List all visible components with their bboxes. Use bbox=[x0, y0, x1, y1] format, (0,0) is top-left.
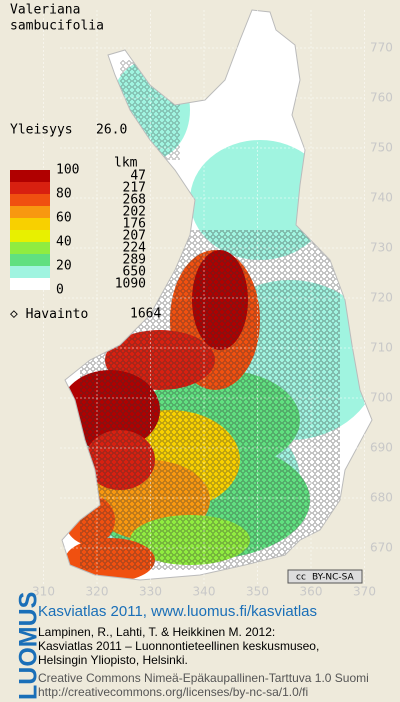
x-tick-label: 340 bbox=[193, 585, 216, 599]
x-tick-label: 330 bbox=[139, 585, 162, 599]
scale-label: 40 bbox=[56, 235, 72, 250]
x-tick-label: 310 bbox=[32, 585, 55, 599]
frequency-label: Yleisyys bbox=[10, 123, 73, 138]
species-genus: Valeriana bbox=[10, 3, 80, 18]
frequency-value: 26.0 bbox=[96, 123, 127, 138]
y-tick-label: 770 bbox=[370, 41, 393, 55]
observation-count: 1664 bbox=[130, 307, 161, 322]
license-line: Creative Commons Nimeä-Epäkaupallinen-Ta… bbox=[38, 671, 369, 685]
count-label: 47 bbox=[130, 169, 146, 184]
count-label: 268 bbox=[123, 193, 146, 208]
legend-swatch bbox=[10, 242, 50, 254]
citation-line: Kasviatlas 2011 – Luonnontieteellinen ke… bbox=[38, 639, 319, 653]
y-tick-label: 710 bbox=[370, 341, 393, 355]
headline: Kasviatlas 2011, www.luomus.fi/kasviatla… bbox=[38, 603, 317, 620]
y-tick-label: 670 bbox=[370, 541, 393, 555]
count-label: 176 bbox=[123, 217, 146, 232]
x-tick-label: 350 bbox=[246, 585, 269, 599]
license-line: http://creativecommons.org/licenses/by-n… bbox=[38, 685, 308, 699]
citation-line: Helsingin Yliopisto, Helsinki. bbox=[38, 653, 188, 667]
count-label: 289 bbox=[123, 253, 146, 268]
legend-swatch bbox=[10, 194, 50, 206]
license-cc: cc bbox=[296, 573, 306, 583]
scale-label: 80 bbox=[56, 187, 72, 202]
y-tick-label: 730 bbox=[370, 241, 393, 255]
y-tick-label: 760 bbox=[370, 91, 393, 105]
observation-label-text: Havainto bbox=[26, 307, 89, 322]
y-tick-label: 740 bbox=[370, 191, 393, 205]
legend-swatch bbox=[10, 278, 50, 290]
y-tick-label: 700 bbox=[370, 391, 393, 405]
scale-label: 100 bbox=[56, 163, 79, 178]
y-tick-label: 750 bbox=[370, 141, 393, 155]
legend-swatch bbox=[10, 182, 50, 194]
y-tick-label: 720 bbox=[370, 291, 393, 305]
country-outline bbox=[61, 9, 373, 581]
scale-label: 60 bbox=[56, 211, 72, 226]
legend-swatch bbox=[10, 230, 50, 242]
count-label: 207 bbox=[123, 229, 146, 244]
legend-swatch bbox=[10, 218, 50, 230]
scale-label: 20 bbox=[56, 259, 72, 274]
legend-swatch bbox=[10, 170, 50, 182]
license-badge-box bbox=[287, 569, 363, 584]
legend-swatch bbox=[10, 254, 50, 266]
count-header: lkm bbox=[114, 156, 138, 171]
count-label: 650 bbox=[123, 265, 146, 280]
legend-swatch bbox=[10, 266, 50, 278]
count-label: 1090 bbox=[115, 277, 146, 292]
legend-swatch bbox=[10, 206, 50, 218]
count-label: 224 bbox=[123, 241, 147, 256]
legend: 100 80 60 40 20 0 4721726820217620722428965010… bbox=[10, 163, 146, 298]
x-tick-label: 360 bbox=[300, 585, 323, 599]
map-area bbox=[62, 10, 372, 580]
x-tick-label: 320 bbox=[86, 585, 109, 599]
observation-label: ◇ Havainto bbox=[10, 307, 88, 322]
x-tick-label: 370 bbox=[353, 585, 376, 599]
y-tick-label: 680 bbox=[370, 491, 393, 505]
grid: 770 760 750 740 730 720 710 700 690 680 670 310 320 3… bbox=[32, 10, 393, 599]
count-label: 202 bbox=[123, 205, 146, 220]
license-badge: BY-NC-SA bbox=[312, 573, 355, 583]
brand: LUOMUS bbox=[15, 592, 43, 700]
scale-label: 0 bbox=[56, 283, 64, 298]
species-epithet: sambucifolia bbox=[10, 19, 104, 34]
count-label: 217 bbox=[123, 181, 146, 196]
y-tick-label: 690 bbox=[370, 441, 393, 455]
citation-line: Lampinen, R., Lahti, T. & Heikkinen M. 2… bbox=[38, 625, 275, 639]
